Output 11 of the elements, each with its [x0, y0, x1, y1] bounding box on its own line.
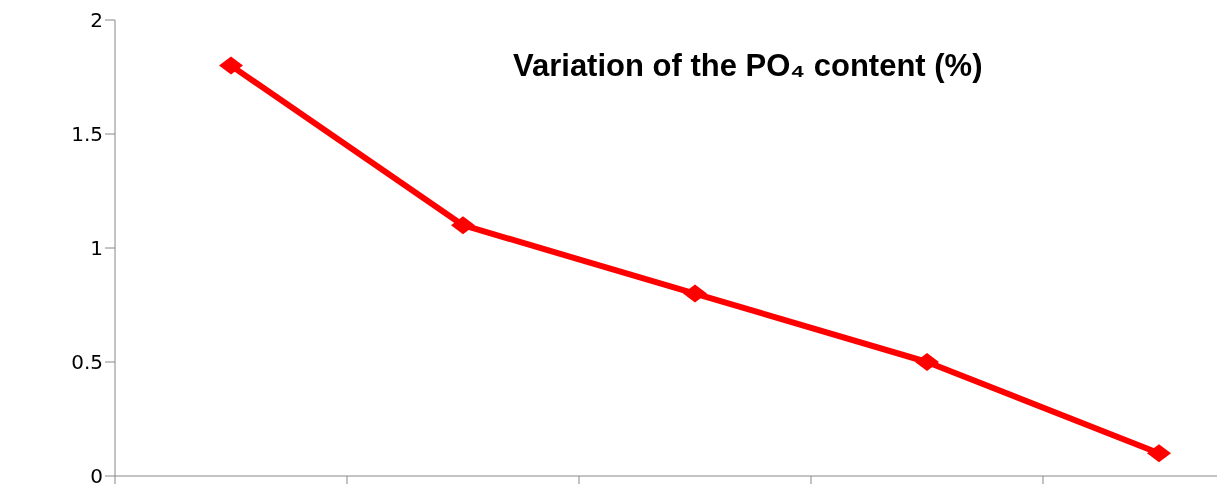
y-tick-label: 2	[90, 8, 103, 33]
y-tick-label: 1	[90, 236, 103, 261]
point	[451, 216, 475, 235]
y-tick-label: 0.5	[71, 350, 103, 375]
point	[915, 353, 939, 371]
point	[1147, 444, 1171, 463]
text: Variation of the PO₄ content (%)	[513, 48, 983, 84]
point	[219, 56, 243, 75]
point	[683, 284, 707, 303]
y-tick-label: 0	[90, 464, 103, 489]
y-tick-label: 1.5	[71, 122, 103, 147]
